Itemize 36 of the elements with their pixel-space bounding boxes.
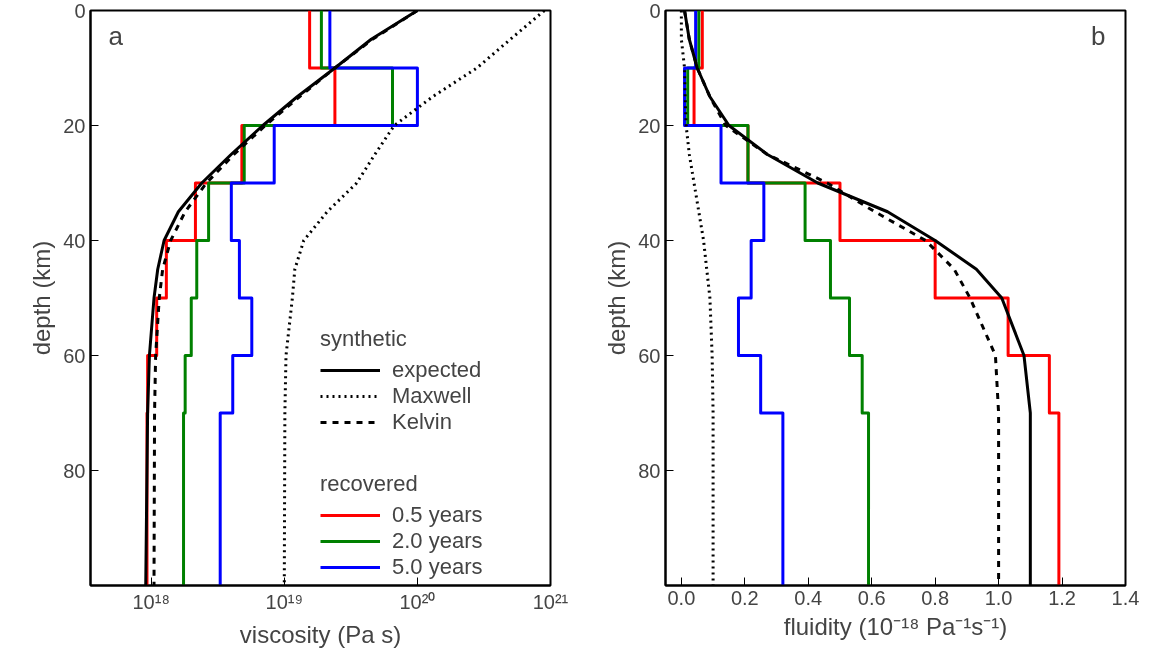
- x-tick-label: 0.4: [794, 586, 823, 609]
- legend-label: Kelvin: [392, 409, 452, 435]
- y-tick-label: 20: [638, 114, 661, 137]
- x-tick-label: 0.8: [921, 586, 950, 609]
- x-tick-label: 10²⁰: [399, 590, 436, 613]
- x-tick-label: 1.4: [1111, 586, 1140, 609]
- x-tick-label: 10¹⁸: [132, 590, 170, 613]
- legend-label: expected: [392, 357, 482, 383]
- y-tick-label: 40: [638, 229, 661, 252]
- y-tick-label: 80: [63, 459, 86, 482]
- x-tick-label: 0.2: [730, 586, 759, 609]
- x-axis-title: viscosity (Pa s): [239, 620, 402, 648]
- y-tick-label: 0: [649, 0, 661, 22]
- x-tick-label: 1.2: [1048, 586, 1076, 609]
- text: synthetic: [320, 326, 407, 351]
- y-axis-title: depth (km): [28, 240, 56, 356]
- legend-label: 0.5 years: [392, 502, 483, 528]
- chart-title: b: [1091, 20, 1106, 51]
- y-tick-label: 0: [74, 0, 86, 22]
- x-axis-title: fluidity (10⁻¹⁸ Pa⁻¹s⁻¹): [783, 612, 1008, 640]
- x-tick-label: 10²¹: [532, 590, 569, 613]
- x-tick-label: 1.0: [984, 586, 1013, 609]
- x-tick-label: 10¹⁹: [265, 590, 304, 613]
- y-tick-label: 40: [63, 229, 86, 252]
- legend-label: Maxwell: [392, 383, 472, 409]
- y-tick-label: 60: [638, 344, 661, 367]
- legend-label: 2.0 years: [392, 528, 483, 554]
- y-tick-label: 60: [63, 344, 86, 367]
- y-tick-label: 20: [63, 114, 86, 137]
- y-tick-label: 80: [638, 459, 661, 482]
- text: recovered: [320, 471, 418, 496]
- x-tick-label: 0.0: [667, 586, 696, 609]
- x-tick-label: 0.6: [857, 586, 886, 609]
- chart-title: a: [108, 20, 124, 51]
- legend-label: 5.0 years: [392, 554, 483, 580]
- y-axis-title: depth (km): [603, 240, 631, 356]
